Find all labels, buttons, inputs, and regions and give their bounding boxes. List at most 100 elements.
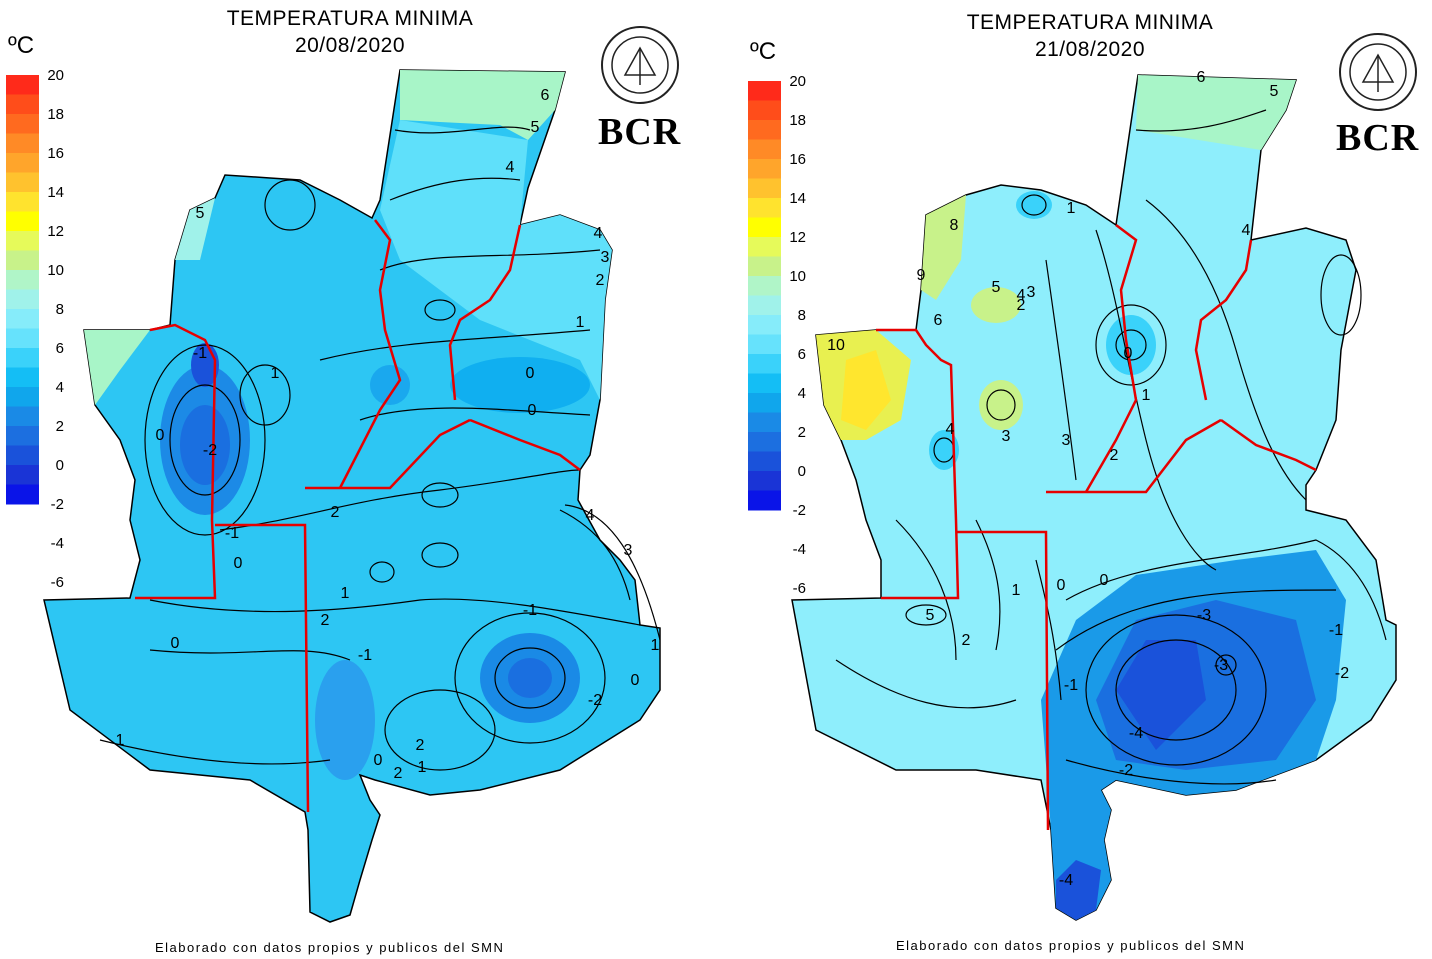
scale-swatch bbox=[6, 250, 39, 271]
scale-swatch bbox=[748, 393, 781, 413]
scale-tick-label: 12 bbox=[47, 223, 64, 240]
contour-label: 2 bbox=[321, 612, 330, 629]
scale-tick-label: -2 bbox=[792, 502, 806, 519]
contour-label: 1 bbox=[116, 732, 125, 749]
scale-swatch bbox=[748, 315, 781, 335]
credit-text: Elaborado con datos propios y publicos d… bbox=[155, 940, 505, 955]
contour-lines bbox=[835, 109, 1387, 785]
contour-label: 4 bbox=[1242, 222, 1251, 239]
contour-label: -2 bbox=[588, 692, 602, 709]
contour-label: 5 bbox=[531, 119, 540, 136]
contour-label: 3 bbox=[624, 542, 633, 559]
scale-tick-label: 12 bbox=[789, 229, 806, 246]
mild-zone bbox=[380, 120, 612, 400]
scale-tick-label: 14 bbox=[47, 184, 64, 201]
scale-swatch bbox=[6, 406, 39, 427]
contour-label: 5 bbox=[992, 279, 1001, 296]
scale-swatch bbox=[6, 309, 39, 329]
map-panel-20-08: TEMPERATURA MINIMA 20/08/2020 ºC bbox=[6, 7, 682, 955]
contour-label: 0 bbox=[1100, 572, 1109, 589]
scale-swatch bbox=[748, 412, 781, 433]
bcr-seal-icon bbox=[601, 26, 679, 104]
scale-swatch bbox=[6, 387, 39, 407]
contour-label: -4 bbox=[1129, 725, 1143, 742]
scale-swatch bbox=[748, 139, 781, 160]
contour-label: -3 bbox=[1197, 607, 1211, 624]
scale-swatch bbox=[6, 465, 39, 485]
contour-label: 0 bbox=[528, 402, 537, 419]
scale-tick-label: -4 bbox=[792, 541, 806, 558]
scale-swatch bbox=[6, 289, 39, 310]
contour-label: 1 bbox=[418, 759, 427, 776]
scale-tick-label: 8 bbox=[55, 301, 64, 318]
scale-tick-label: 2 bbox=[797, 424, 806, 441]
color-scale bbox=[6, 75, 39, 505]
scale-swatch bbox=[6, 445, 39, 466]
region-shape bbox=[43, 69, 661, 923]
contour-label: 1 bbox=[576, 314, 585, 331]
contour-label: -2 bbox=[203, 442, 217, 459]
contour-label: 2 bbox=[596, 272, 605, 289]
map-date: 21/08/2020 bbox=[1034, 38, 1146, 61]
scale-swatch bbox=[6, 328, 39, 349]
scale-tick-label: 8 bbox=[797, 307, 806, 324]
scale-swatch bbox=[748, 451, 781, 472]
province-borders bbox=[876, 224, 1317, 831]
scale-swatch bbox=[748, 217, 781, 238]
contour-label: 2 bbox=[416, 737, 425, 754]
province-borders bbox=[135, 219, 581, 813]
contour-label: 2 bbox=[331, 504, 340, 521]
scale-swatch bbox=[6, 484, 39, 505]
scale-tick-label: 14 bbox=[789, 190, 806, 207]
contour-label: 3 bbox=[1027, 284, 1036, 301]
scale-swatch bbox=[748, 120, 781, 140]
scale-swatch bbox=[748, 159, 781, 179]
scale-tick-label: 6 bbox=[55, 340, 64, 357]
scale-swatch bbox=[6, 231, 39, 251]
scale-swatch bbox=[6, 75, 39, 95]
contour-label: 8 bbox=[950, 217, 959, 234]
scale-tick-label: -2 bbox=[50, 496, 64, 513]
contour-label: -1 bbox=[358, 647, 372, 664]
contour-label: 0 bbox=[1124, 345, 1133, 362]
contour-label: 4 bbox=[586, 507, 595, 524]
scale-swatch bbox=[6, 348, 39, 368]
contour-label: 5 bbox=[196, 205, 205, 222]
contour-label: 5 bbox=[926, 607, 935, 624]
scale-tick-label: 16 bbox=[789, 151, 806, 168]
contour-label: -3 bbox=[1214, 657, 1228, 674]
scale-tick-label: 4 bbox=[55, 379, 64, 396]
contour-label: 1 bbox=[1012, 582, 1021, 599]
contour-label: 9 bbox=[917, 267, 926, 284]
contour-label: 3 bbox=[1062, 432, 1071, 449]
bcr-logo: BCR bbox=[1336, 117, 1420, 159]
contour-label: -2 bbox=[1119, 762, 1133, 779]
bcr-logo: BCR bbox=[598, 111, 682, 153]
contour-label: -1 bbox=[1064, 677, 1078, 694]
scale-swatch bbox=[748, 334, 781, 355]
unit-label: ºC bbox=[8, 32, 35, 59]
contour-label: 1 bbox=[271, 365, 280, 382]
warm-zone bbox=[1136, 75, 1296, 150]
contour-label: -1 bbox=[193, 345, 207, 362]
scale-swatch bbox=[6, 192, 39, 212]
scale-swatch bbox=[6, 153, 39, 173]
contour-label: 5 bbox=[1270, 83, 1279, 100]
contour-label: 4 bbox=[506, 159, 515, 176]
scale-tick-label: 10 bbox=[47, 262, 64, 279]
contour-label: -1 bbox=[523, 602, 537, 619]
contour-label: -4 bbox=[1059, 872, 1073, 889]
contour-label: 1 bbox=[341, 585, 350, 602]
scale-tick-label: 20 bbox=[47, 67, 64, 84]
contour-label: 3 bbox=[601, 249, 610, 266]
scale-tick-label: 18 bbox=[789, 112, 806, 129]
contour-label: 0 bbox=[234, 555, 243, 572]
contour-label: 0 bbox=[526, 365, 535, 382]
contour-label: 0 bbox=[1057, 577, 1066, 594]
contour-label: 0 bbox=[156, 427, 165, 444]
contour-label: -2 bbox=[1335, 665, 1349, 682]
